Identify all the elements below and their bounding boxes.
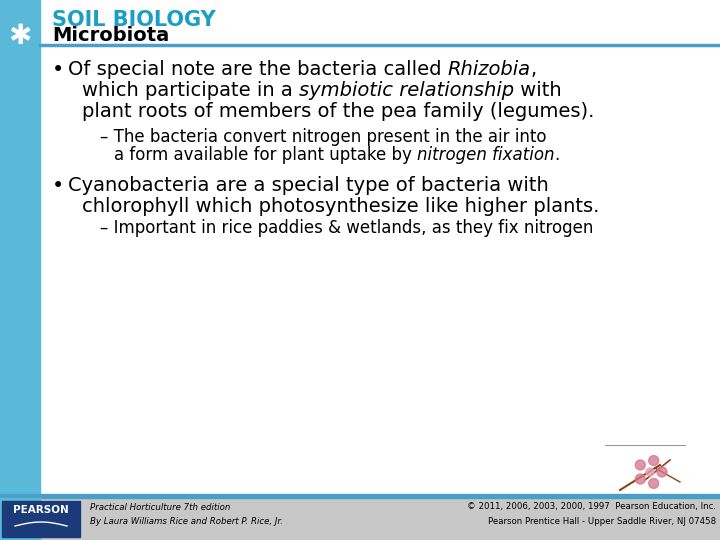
Text: Microbiota: Microbiota	[52, 26, 169, 45]
Text: PEARSON: PEARSON	[13, 505, 69, 515]
Circle shape	[657, 467, 667, 477]
Text: chlorophyll which photosynthesize like higher plants.: chlorophyll which photosynthesize like h…	[82, 197, 599, 216]
Text: which participate in a: which participate in a	[82, 81, 299, 100]
Bar	[2, 501, 80, 537]
Circle shape	[635, 460, 645, 470]
Text: SOIL BIOLOGY: SOIL BIOLOGY	[52, 10, 216, 30]
Text: •: •	[52, 176, 64, 196]
Text: Rhizobia: Rhizobia	[448, 60, 531, 79]
Bar	[0, 494, 720, 498]
Bar	[0, 498, 40, 540]
Text: ,: ,	[531, 60, 537, 79]
Bar	[0, 0, 40, 540]
Text: with: with	[514, 81, 562, 100]
Text: Of special note are the bacteria called: Of special note are the bacteria called	[68, 60, 448, 79]
Text: ✱: ✱	[9, 22, 32, 50]
Text: – The bacteria convert nitrogen present in the air into: – The bacteria convert nitrogen present …	[100, 128, 546, 146]
Circle shape	[635, 474, 645, 484]
Text: plant roots of members of the pea family (legumes).: plant roots of members of the pea family…	[82, 102, 595, 121]
Text: symbiotic relationship: symbiotic relationship	[299, 81, 514, 100]
Text: a form available for plant uptake by: a form available for plant uptake by	[114, 146, 417, 164]
Text: By Laura Williams Rice and Robert P. Rice, Jr.: By Laura Williams Rice and Robert P. Ric…	[90, 517, 283, 526]
Bar	[0, 498, 720, 540]
Circle shape	[649, 478, 659, 488]
Text: – Important in rice paddies & wetlands, as they fix nitrogen: – Important in rice paddies & wetlands, …	[100, 219, 593, 237]
Text: © 2011, 2006, 2003, 2000, 1997  Pearson Education, Inc.: © 2011, 2006, 2003, 2000, 1997 Pearson E…	[467, 503, 716, 511]
Text: Pearson Prentice Hall - Upper Saddle River, NJ 07458: Pearson Prentice Hall - Upper Saddle Riv…	[488, 517, 716, 526]
Text: .: .	[554, 146, 560, 164]
Text: Cyanobacteria are a special type of bacteria with: Cyanobacteria are a special type of bact…	[68, 176, 549, 195]
Circle shape	[646, 468, 654, 476]
Text: •: •	[52, 60, 64, 80]
Text: Practical Horticulture 7th edition: Practical Horticulture 7th edition	[90, 503, 230, 511]
Circle shape	[649, 456, 659, 465]
Text: nitrogen fixation: nitrogen fixation	[417, 146, 554, 164]
